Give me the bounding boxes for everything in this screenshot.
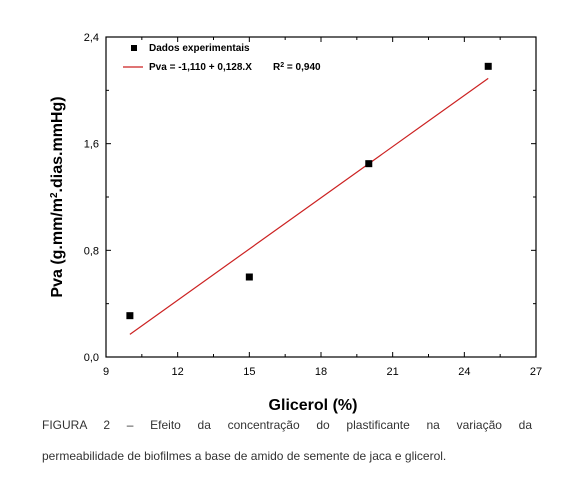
x-tick-label: 21 [387,366,399,378]
data-point [484,62,492,70]
legend-line-label: Pva = -1,110 + 0,128.X [149,62,252,73]
data-point [126,312,134,320]
series-layer [126,62,492,335]
x-tick-label: 18 [315,366,327,378]
x-tick-label: 12 [172,366,184,378]
legend: Dados experimentais Pva = -1,110 + 0,128… [123,43,321,73]
x-tick-label: 9 [103,366,109,378]
legend-r2-sup: 2 [280,62,284,69]
x-tick-label: 24 [458,366,470,378]
y-axis-title: Pva (g.mm/m2.dias.mmHg) [49,96,67,297]
x-axis-ticks: 9 12 15 18 21 24 27 [103,37,542,378]
x-tick-label: 15 [243,366,255,378]
legend-points-label: Dados experimentais [149,43,250,54]
chart-area: 9 12 15 18 21 24 27 0,00,81,62,4 Glicerol (%) … [49,32,543,414]
y-axis-title-sup: 2 [49,192,60,198]
data-point [365,160,373,168]
plot-frame [105,36,537,358]
legend-r2-value: = 0,940 [284,62,321,73]
legend-r2-prefix: R [273,62,281,73]
y-axis-title-rest: .dias.mmHg) [49,96,66,192]
y-axis-title-main: Pva (g.mm/m [49,198,66,298]
x-tick-label: 27 [530,366,542,378]
y-axis-ticks: 0,0 0,8 1,6 2,4 [84,32,536,364]
y-tick-label: 2,4 [84,32,99,44]
legend-points-symbol [131,45,137,51]
fit-line [129,77,489,335]
data-point [245,273,253,281]
y-tick-label: 0,8 [84,245,99,257]
figure-caption-line2: permeabilidade de biofilmes a base de am… [42,449,447,463]
legend-r2-label: R2 = 0,940 [273,62,321,74]
figure-caption-line1: FIGURA 2 – Efeito da concentração do pla… [42,418,532,432]
y-tick-label: 1,6 [84,139,99,151]
x-axis-title: Glicerol (%) [269,397,358,414]
y-tick-label: 0,0 [84,352,99,364]
